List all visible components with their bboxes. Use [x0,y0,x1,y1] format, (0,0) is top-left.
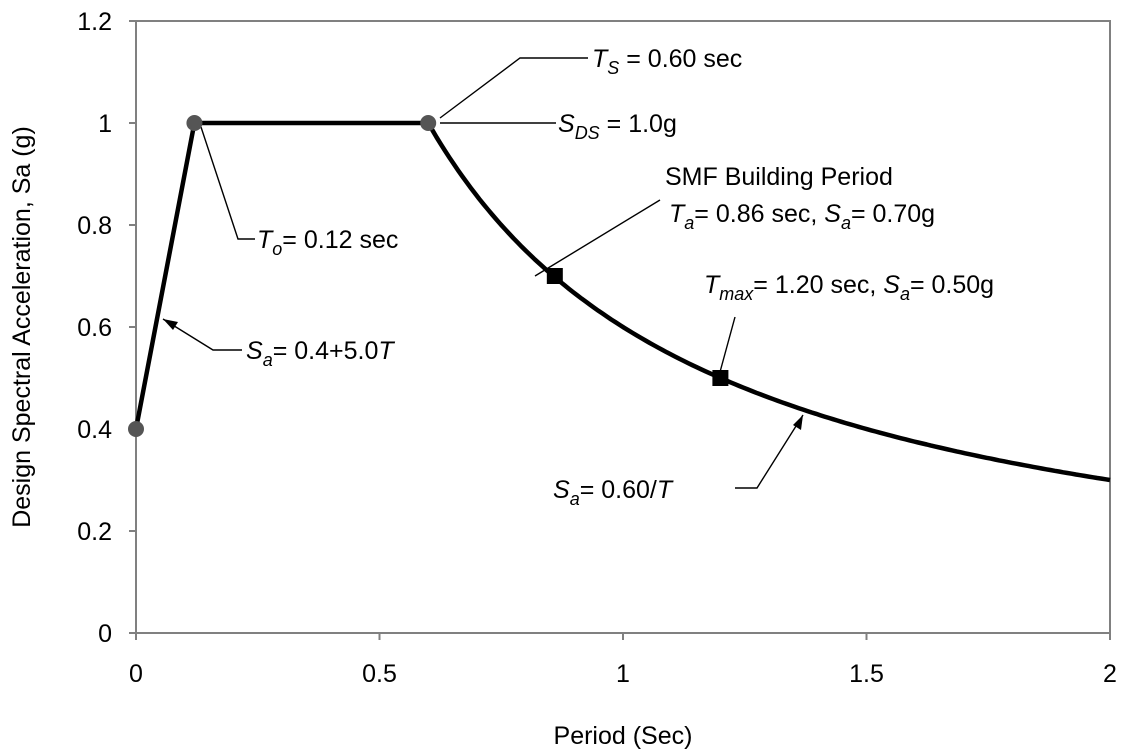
y-tick-label: 0.4 [77,416,112,444]
annotation-sds: SDS = 1.0g [558,110,677,143]
leader-lines [162,57,804,489]
arrowhead-decay [793,415,803,430]
annotation-ta: Ta= 0.86 sec, Sa= 0.70g [669,200,935,233]
square-marker [546,268,563,284]
y-axis-ticks: 0 0.2 0.4 0.6 0.8 1 1.2 [77,8,136,648]
x-tick-label: 0 [129,660,143,688]
circle-marker [128,421,144,437]
arrowhead-rise [163,319,178,330]
spectrum-line [133,120,1111,483]
y-tick-label: 1.2 [77,8,112,36]
square-marker [712,370,729,386]
annotation-to: To= 0.12 sec [257,226,398,259]
leader-tmax [719,316,736,373]
y-axis-title: Design Spectral Acceleration, Sa (g) [8,126,36,528]
y-tick-label: 0.8 [77,212,112,240]
leader-to [200,126,255,240]
y-tick-label: 0 [98,620,112,648]
x-tick-label: 1 [616,660,630,688]
markers [128,115,729,437]
annotation-rise: Sa= 0.4+5.0T [246,337,395,370]
annotation-smf-title: SMF Building Period [665,163,893,191]
leader-ts [439,57,588,119]
annotation-decay: Sa= 0.60/T [553,476,674,509]
x-tick-label: 2 [1103,660,1117,688]
x-tick-label: 0.5 [362,660,397,688]
x-axis-title: Period (Sec) [554,722,693,750]
arrowheads [163,319,803,430]
leader-ta [534,199,661,277]
annotation-tmax: Tmax= 1.20 sec, Sa= 0.50g [704,271,994,304]
y-tick-label: 0.2 [77,518,112,546]
circle-marker [420,115,437,131]
y-tick-label: 1 [98,110,112,138]
annotation-ts: TS = 0.60 sec [592,45,742,78]
circle-marker [186,115,203,131]
y-tick-label: 0.6 [77,314,112,342]
leader-rise [162,318,242,351]
leader-decay [735,414,804,489]
x-tick-label: 1.5 [849,660,884,688]
x-axis-ticks: 0 0.5 1 1.5 2 [129,633,1117,688]
